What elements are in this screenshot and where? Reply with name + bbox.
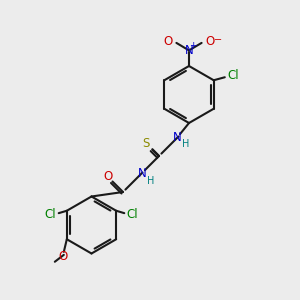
Text: O: O [103,170,112,184]
Text: N: N [172,130,182,144]
Text: −: − [214,35,222,45]
Text: H: H [182,139,190,149]
Text: +: + [189,41,197,50]
Text: Cl: Cl [127,208,138,221]
Text: Cl: Cl [227,69,239,82]
Text: O: O [58,250,68,263]
Text: H: H [147,176,155,186]
Text: O: O [206,35,214,48]
Text: N: N [137,167,146,180]
Text: S: S [143,137,150,150]
Text: Cl: Cl [45,208,56,221]
Text: N: N [184,44,194,57]
Text: O: O [164,35,172,48]
